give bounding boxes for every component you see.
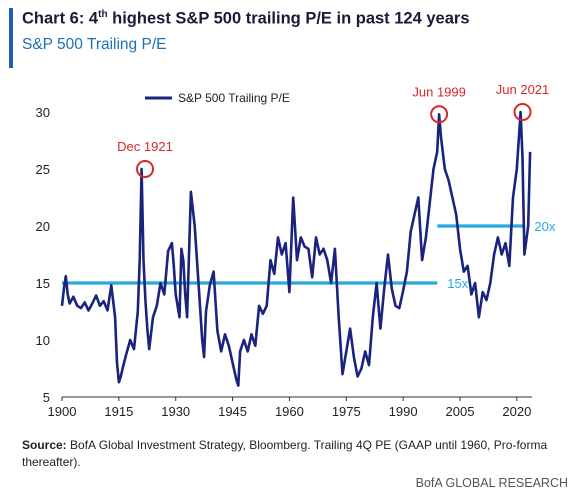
x-tick-label: 1915 <box>104 404 133 419</box>
legend: S&P 500 Trailing P/E <box>145 91 290 105</box>
chart-title: Chart 6: 4th highest S&P 500 trailing P/… <box>22 9 470 28</box>
title-accent-bar <box>9 8 13 68</box>
x-tick-label: 1945 <box>218 404 247 419</box>
y-axis-ticks: 5 10 15 20 25 30 <box>36 105 50 405</box>
y-tick-label: 30 <box>36 105 50 120</box>
credit-line: BofA GLOBAL RESEARCH <box>415 476 568 490</box>
x-tick-label: 1975 <box>332 404 361 419</box>
y-tick-label: 20 <box>36 219 50 234</box>
peak-label: Jun 1999 <box>412 84 466 99</box>
y-tick-label: 10 <box>36 333 50 348</box>
x-tick-label: 1930 <box>161 404 190 419</box>
x-tick-label: 1900 <box>48 404 77 419</box>
source-note: Source: BofA Global Investment Strategy,… <box>22 438 548 469</box>
y-tick-label: 15 <box>36 276 50 291</box>
series-line-sp500-pe <box>60 110 532 387</box>
x-axis-ticks: 1900 1915 1930 1945 1960 1975 1990 2005 2020 <box>48 397 531 419</box>
reference-lines: 15x 20x <box>62 219 556 291</box>
peak-marker <box>513 103 532 121</box>
peak-annotations: Dec 1921 Jun 1999 Jun 2021 <box>117 82 550 178</box>
reference-label-20x: 20x <box>534 219 555 234</box>
chart-subtitle: S&P 500 Trailing P/E <box>22 36 167 53</box>
reference-label-15x: 15x <box>447 276 468 291</box>
y-tick-label: 25 <box>36 162 50 177</box>
peak-marker <box>430 105 449 124</box>
legend-label: S&P 500 Trailing P/E <box>178 91 290 105</box>
peak-label: Dec 1921 <box>117 139 173 154</box>
line-chart: 5 10 15 20 25 30 1900 1915 1930 1945 1960 1975 1990… <box>36 82 556 419</box>
peak-marker <box>136 160 155 178</box>
x-tick-label: 2005 <box>446 404 475 419</box>
x-tick-label: 2020 <box>502 404 531 419</box>
x-tick-label: 1960 <box>275 404 304 419</box>
x-tick-label: 1990 <box>389 404 418 419</box>
y-tick-label: 5 <box>43 390 50 405</box>
peak-label: Jun 2021 <box>496 82 550 97</box>
